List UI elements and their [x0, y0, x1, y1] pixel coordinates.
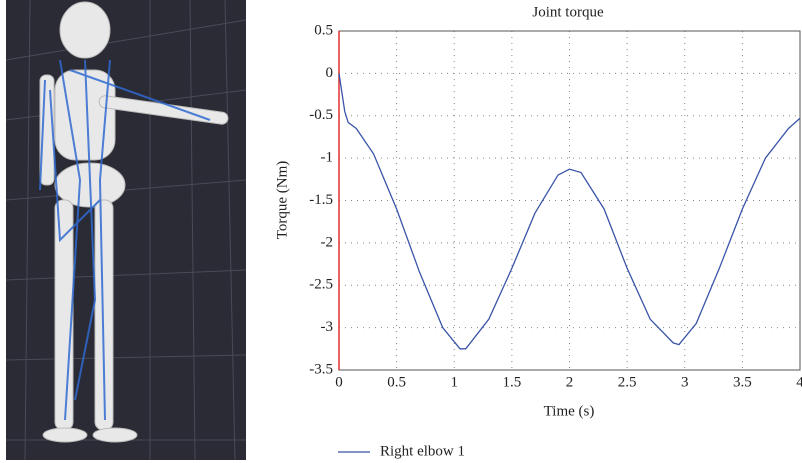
skeleton-render [5, 0, 247, 461]
x-tick-label: 2 [566, 374, 574, 390]
y-tick-label: -0.5 [309, 107, 333, 123]
y-tick-label: -1.5 [309, 192, 333, 208]
x-tick-label: 1 [451, 374, 459, 390]
y-tick-label: 0 [326, 65, 334, 81]
y-tick-label: -3 [321, 319, 334, 335]
y-tick-label: -3.5 [309, 361, 333, 377]
y-axis-label: Torque (Nm) [274, 161, 290, 240]
x-tick-label: 0.5 [387, 374, 406, 390]
x-axis-label: Time (s) [544, 403, 595, 419]
x-tick-label: 2.5 [618, 374, 637, 390]
x-tick-label: 4 [796, 374, 802, 390]
x-tick-label: 3.5 [733, 374, 752, 390]
chart-title: Joint torque [532, 4, 604, 20]
x-tick-label: 0 [335, 374, 343, 390]
y-tick-label: 0.5 [314, 22, 333, 38]
data-line [338, 73, 801, 350]
x-tick-label: 3 [681, 374, 689, 390]
y-tick-label: -2 [321, 234, 334, 250]
x-tick-label: 1.5 [503, 374, 522, 390]
legend-label: Right elbow 1 [380, 443, 465, 459]
y-tick-label: -1 [321, 150, 334, 166]
y-tick-label: -2.5 [309, 277, 333, 293]
